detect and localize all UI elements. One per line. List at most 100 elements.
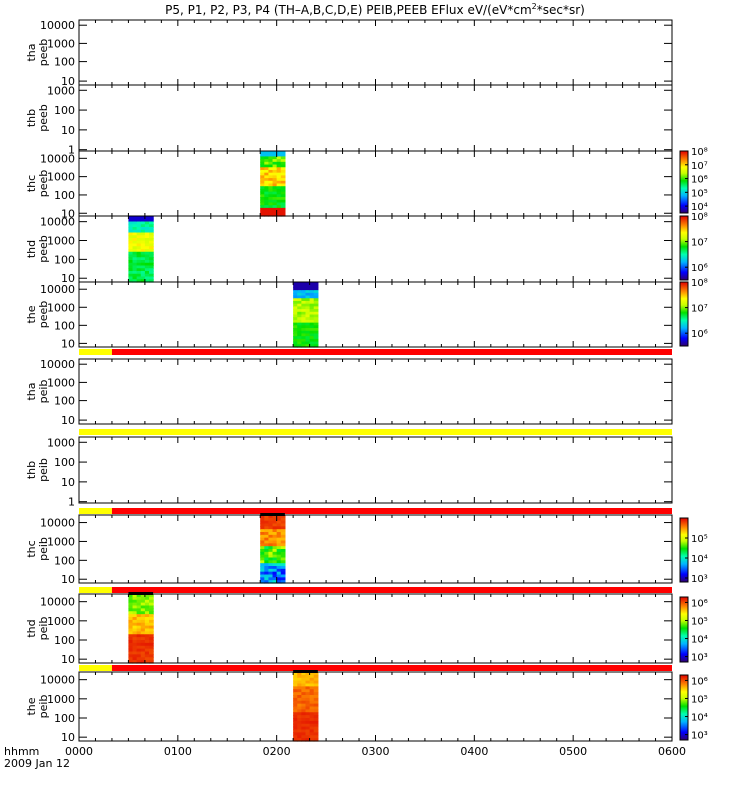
spectrogram-cell [128, 279, 134, 283]
spectrogram-cell [260, 178, 265, 182]
energy-tick-label: 1000 [47, 615, 75, 628]
spectrogram-cell [293, 706, 298, 710]
spectrogram-cell [264, 197, 270, 201]
spectrogram-cell [309, 709, 315, 713]
spectrogram-cell [132, 279, 138, 283]
spectrogram-cell [280, 161, 286, 166]
spectrogram-cell [260, 159, 265, 163]
spectrogram-cell [132, 631, 138, 635]
spectrogram-cell [260, 520, 265, 525]
spectrogram-cell [260, 186, 265, 190]
spectrogram-cell [260, 175, 265, 179]
spectrogram-cell [293, 715, 298, 719]
flag-bar-segment [79, 665, 112, 671]
spectrogram-cell [313, 692, 319, 696]
spectrogram-cell [305, 706, 311, 710]
spectrogram-cell [301, 695, 307, 699]
spectrogram-cell [268, 186, 274, 190]
spectrogram-cell [149, 617, 154, 621]
spectrogram-cell [305, 686, 311, 690]
spectrogram-cell [260, 188, 265, 193]
spectrogram-cell [268, 169, 274, 174]
spectrogram-cell [149, 251, 154, 256]
energy-tick-label: 1 [68, 496, 75, 509]
spectrogram-cell [264, 566, 270, 570]
spectrogram-cell [264, 205, 270, 209]
spectrogram-cell [264, 560, 270, 564]
flag-bar [79, 429, 672, 435]
spectrogram-cell [293, 738, 298, 742]
spectrogram-cell [276, 161, 282, 166]
spectrogram-cell [305, 683, 311, 687]
spectrogram-cell [313, 735, 319, 739]
energy-tick-label: 10000 [40, 19, 75, 32]
spectrogram-cell [305, 341, 311, 345]
spectrogram-cell [149, 634, 154, 638]
spectrogram-cell [140, 249, 146, 253]
spectrogram-cell [268, 554, 274, 559]
spectrogram-cell [297, 735, 302, 739]
spectrogram-cell [276, 205, 282, 209]
spectrogram-cell [140, 651, 146, 655]
spectrogram-cell [260, 574, 265, 578]
flag-bar-segment [111, 587, 672, 593]
spectrogram-cell [276, 577, 282, 581]
spectrogram-cell [276, 520, 282, 525]
spectrogram-cell [144, 279, 150, 283]
spectrogram-cell [132, 262, 138, 267]
spectrogram-cell [293, 282, 298, 286]
spectrogram-cell [128, 227, 134, 231]
spectrogram-cell [309, 674, 315, 679]
spectrogram-cell [128, 240, 134, 245]
spectrogram-cell [301, 715, 307, 719]
spectrogram-cell [272, 526, 278, 530]
spectrogram-cell [136, 602, 142, 607]
colorbar-tick-label: 10⁵ [691, 534, 708, 545]
spectrogram-cell [313, 300, 319, 305]
spectrogram-cell [136, 628, 142, 632]
spectrogram-cell [144, 611, 150, 615]
spectrogram-cell [309, 295, 315, 299]
spectrogram-cell [305, 287, 311, 291]
spectrogram-cell [136, 268, 142, 272]
spectrogram-cell [297, 314, 302, 318]
spectrogram-cell [276, 172, 282, 176]
spectrogram-cell [264, 529, 270, 533]
spectrogram-cell [313, 306, 319, 310]
spectrogram-cell [305, 322, 311, 326]
spectrogram-cell [309, 732, 315, 736]
spectrogram-cell [272, 537, 278, 542]
spectrogram-cell [309, 282, 315, 286]
spectrogram-cell [140, 265, 146, 269]
spectrogram-cell [264, 551, 270, 556]
spectrogram-cell [140, 596, 146, 601]
spectrogram-cell [297, 715, 302, 719]
spectrogram-cell [264, 169, 270, 174]
spectrogram-cell [260, 549, 265, 553]
spectrogram-cell [272, 557, 278, 561]
spectrogram-cell [272, 194, 278, 198]
spectrogram-cell [140, 608, 146, 612]
spectrogram-cell [136, 224, 142, 228]
spectrogram-cell [309, 700, 315, 705]
spectrogram-cell [309, 341, 315, 345]
spectrogram-cell [144, 631, 150, 635]
spectrogram-cell [264, 213, 270, 217]
energy-tick-label: 100 [54, 56, 75, 69]
spectrogram-cell [128, 628, 134, 632]
spectrogram-cell [309, 303, 315, 307]
spectrogram-cell [276, 557, 282, 561]
spectrogram-cell [132, 634, 138, 638]
panel-frame [78, 215, 673, 283]
spectrogram-cell [297, 697, 302, 702]
colorbar-tick-label: 10⁷ [691, 304, 708, 315]
spectrogram-cell [280, 537, 286, 542]
spectrogram-cell [309, 692, 315, 696]
colorbar-tick-label: 10⁵ [691, 188, 708, 199]
spectrogram-cell [136, 276, 142, 280]
spectrogram-cell [305, 715, 311, 719]
spectrogram-cell [128, 276, 134, 280]
spectrogram-cell [301, 697, 307, 702]
spectrogram-cell [149, 279, 154, 283]
